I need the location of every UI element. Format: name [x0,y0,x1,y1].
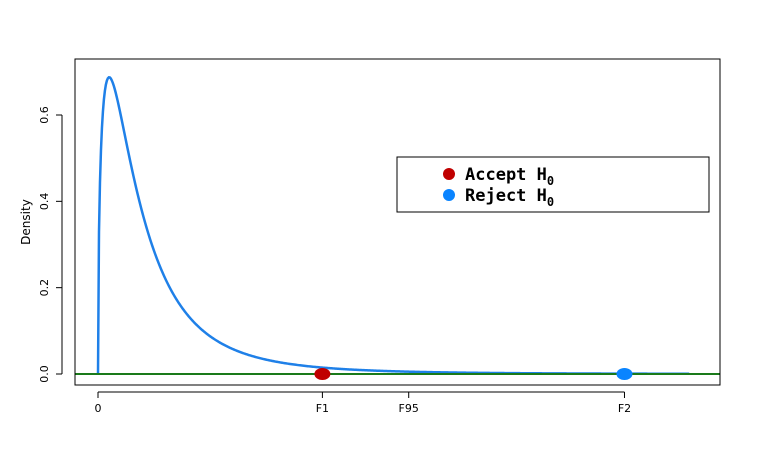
legend-marker-reject [443,189,455,201]
test-statistic-points [314,368,633,380]
x-tick-label: F2 [618,402,631,415]
x-tick-label: F95 [399,402,419,415]
plot-frame [74,58,721,386]
point-f2 [616,368,633,380]
density-curve-line [96,76,690,376]
x-tick-label: 0 [95,402,102,415]
point-f1 [314,368,331,380]
x-tick-label: F1 [316,402,329,415]
legend-label-reject: Reject H0 [465,186,554,209]
y-axis-title: Density [19,199,33,245]
legend-marker-accept [443,168,455,180]
y-tick-label: 0.6 [38,106,51,124]
y-tick-label: 0.0 [38,365,51,383]
legend: Accept H0 Reject H0 [396,156,710,213]
y-axis: 0.0 0.2 0.4 0.6 [38,106,63,383]
legend-label-accept: Accept H0 [465,165,554,188]
legend-box [396,156,710,213]
y-tick-label: 0.4 [38,193,51,211]
y-tick-label: 0.2 [38,279,51,297]
x-axis: 0 F1 F95 F2 [95,391,631,415]
